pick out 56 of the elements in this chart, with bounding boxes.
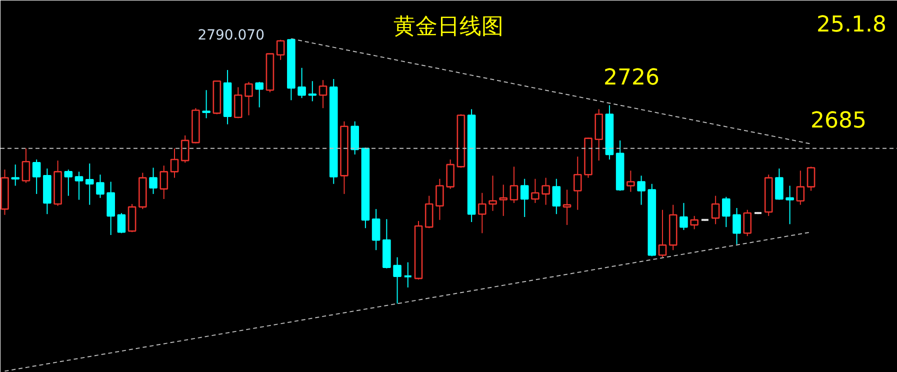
candlestick — [160, 165, 168, 200]
candlestick — [424, 195, 434, 229]
candlestick — [510, 166, 518, 204]
candlestick — [786, 185, 794, 225]
candlestick — [542, 177, 550, 206]
candlestick — [732, 207, 741, 245]
candlestick — [74, 171, 84, 200]
candlestick — [478, 192, 486, 234]
candlestick — [255, 81, 264, 108]
candlestick — [170, 148, 179, 178]
candlestick — [743, 209, 752, 237]
candlestick — [350, 120, 359, 155]
candlestick — [276, 39, 285, 60]
candlestick — [658, 209, 667, 258]
candlestick — [372, 208, 380, 251]
candlestick — [106, 181, 115, 236]
candlestick — [11, 164, 20, 186]
candlestick — [626, 170, 635, 192]
candlestick — [32, 159, 41, 194]
candlestick — [318, 80, 328, 109]
candlestick — [722, 196, 730, 228]
candlestick — [22, 148, 30, 184]
candlestick — [690, 215, 698, 230]
annotation: 2685 — [810, 108, 866, 134]
annotation: 2726 — [604, 66, 660, 90]
candlestick — [806, 166, 816, 192]
candlestick — [202, 90, 210, 119]
chart-title: 黄金日线图 — [394, 14, 504, 40]
candlestick — [403, 262, 412, 288]
candlestick — [488, 175, 497, 212]
candlestick — [637, 175, 646, 206]
candlestick — [499, 184, 508, 216]
candlestick — [234, 86, 242, 119]
candlestick — [552, 178, 561, 215]
candlestick — [96, 174, 104, 198]
candlestick — [393, 256, 402, 304]
candlestick — [531, 178, 540, 204]
candlestick — [520, 178, 529, 218]
candlestick — [775, 168, 784, 200]
candlestick — [711, 195, 720, 225]
annotation: 2790.070 — [198, 28, 265, 44]
candlestick — [244, 81, 253, 116]
candlestick — [436, 178, 444, 220]
candlestick — [796, 170, 805, 206]
text: 25.1.8 — [816, 12, 887, 38]
candlestick — [573, 156, 582, 210]
candlestick — [64, 169, 73, 196]
candlestick — [680, 202, 688, 230]
candlestick — [308, 80, 317, 102]
candlestick — [149, 167, 158, 194]
candlestick — [117, 212, 126, 234]
candlestick — [180, 134, 190, 164]
candlestick — [298, 67, 306, 99]
candlestick — [562, 189, 572, 226]
candlestick — [446, 159, 454, 190]
candlestick — [85, 162, 94, 206]
